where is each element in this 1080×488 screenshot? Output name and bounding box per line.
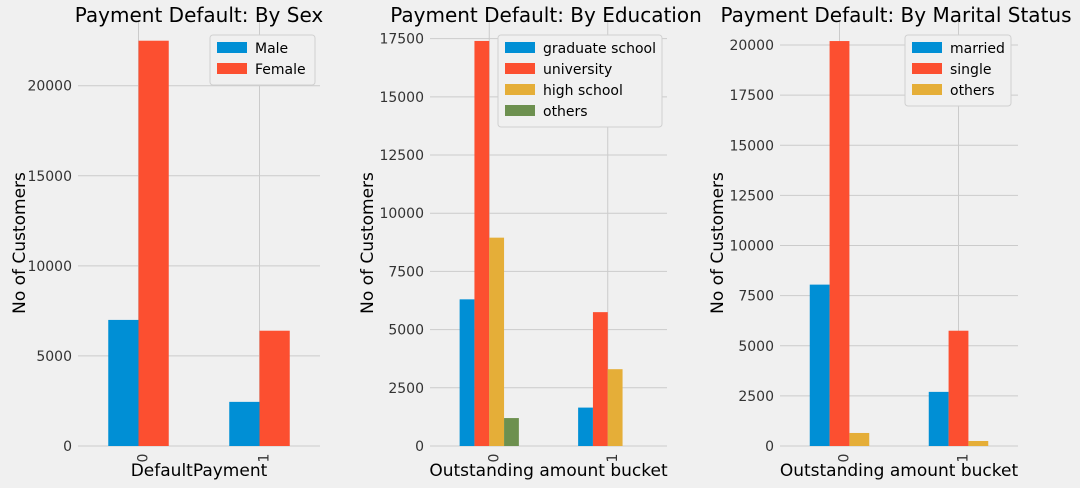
chart-title: Payment Default: By Sex (75, 3, 324, 27)
y-tick-label: 15000 (729, 138, 774, 154)
legend: graduate school university high school othe… (498, 35, 662, 127)
bar-graduate-school-0 (460, 299, 475, 446)
bar-single-1 (949, 331, 969, 446)
y-tick-label: 5000 (36, 349, 72, 365)
bar-Male-0 (108, 320, 138, 446)
y-tick-label: 17500 (729, 88, 774, 104)
legend-swatch-others (505, 105, 535, 116)
bar-others-1 (968, 441, 988, 446)
legend-label: others (543, 104, 588, 120)
bar-high-school-0 (489, 238, 504, 446)
y-tick-label: 12500 (379, 148, 424, 164)
x-axis-label: DefaultPayment (131, 461, 268, 481)
y-axis-label: No of Customers (708, 172, 728, 314)
bar-high-school-1 (608, 369, 623, 446)
y-tick-label: 10000 (27, 259, 72, 275)
y-tick-label: 20000 (27, 79, 72, 95)
bar-graduate-school-1 (578, 408, 593, 446)
y-axis-label: No of Customers (358, 172, 378, 314)
y-tick-label: 2500 (738, 389, 774, 405)
legend-label: married (950, 41, 1005, 57)
legend-label: university (543, 62, 612, 78)
y-tick-label: 10000 (729, 239, 774, 255)
legend: Male Female (210, 35, 315, 85)
legend-swatch-university (505, 63, 535, 74)
y-tick-label: 12500 (729, 188, 774, 204)
y-tick-label: 15000 (379, 90, 424, 106)
bar-others-0 (504, 418, 519, 446)
y-tick-label: 0 (63, 439, 72, 455)
legend-swatch-single (912, 63, 942, 74)
legend-label: graduate school (543, 41, 656, 57)
chart-title: Payment Default: By Marital Status (720, 3, 1071, 27)
bar-Female-1 (260, 331, 290, 446)
x-axis-label: Outstanding amount bucket (429, 461, 668, 481)
bar-married-1 (929, 392, 949, 446)
y-tick-label: 7500 (738, 289, 774, 305)
y-tick-label: 20000 (729, 38, 774, 54)
y-tick-label: 5000 (388, 323, 424, 339)
y-tick-label: 0 (765, 439, 774, 455)
legend-label: Female (255, 62, 306, 78)
y-tick-label: 7500 (388, 264, 424, 280)
legend-swatch-Male (217, 42, 247, 53)
legend-label: others (950, 83, 995, 99)
bar-married-0 (810, 285, 830, 446)
x-axis-label: Outstanding amount bucket (780, 461, 1019, 481)
legend-label: Male (255, 41, 288, 57)
bar-others-0 (849, 433, 869, 446)
y-tick-label: 2500 (388, 381, 424, 397)
bar-university-0 (474, 41, 489, 446)
legend-swatch-married (912, 42, 942, 53)
legend-label: high school (543, 83, 623, 99)
legend: married single others (905, 35, 1011, 106)
legend-swatch-high-school (505, 84, 535, 95)
bar-Female-0 (139, 41, 169, 446)
legend-swatch-Female (217, 63, 247, 74)
bar-Male-1 (229, 402, 259, 446)
y-tick-label: 15000 (27, 169, 72, 185)
chart-title: Payment Default: By Education (390, 3, 702, 27)
legend-swatch-others (912, 84, 942, 95)
y-tick-label: 5000 (738, 339, 774, 355)
legend-label: single (950, 62, 991, 78)
legend-swatch-graduate-school (505, 42, 535, 53)
bar-university-1 (593, 312, 608, 446)
y-axis-label: No of Customers (10, 172, 30, 314)
y-tick-label: 10000 (379, 206, 424, 222)
y-tick-label: 17500 (379, 32, 424, 48)
y-tick-label: 0 (415, 439, 424, 455)
bar-single-0 (830, 41, 850, 446)
